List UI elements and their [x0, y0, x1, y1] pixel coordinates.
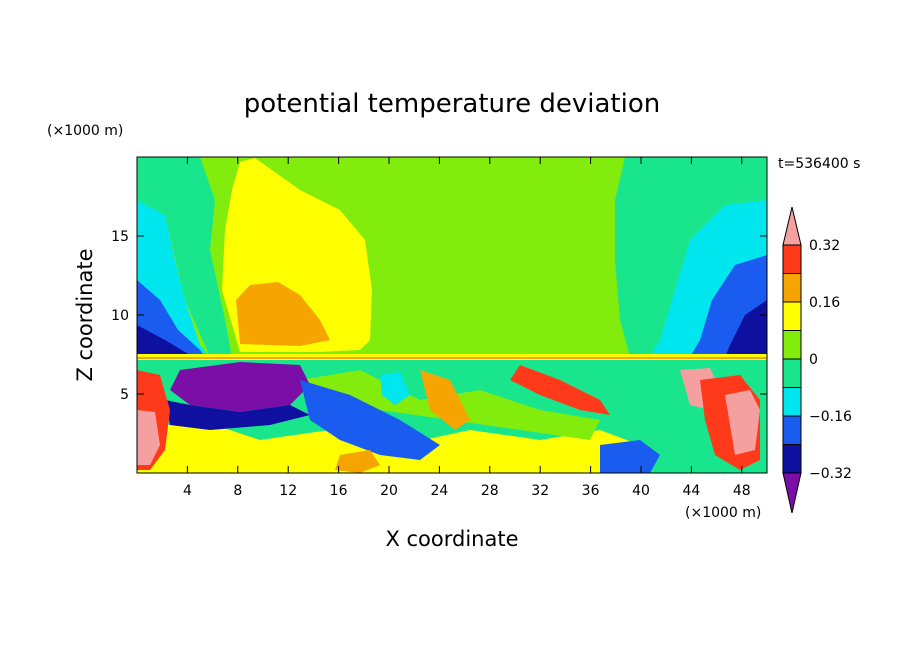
- colorbar-tick-label: −0.16: [809, 409, 852, 425]
- colorbar-bin: [782, 415, 802, 445]
- x-tick-label: 40: [632, 483, 650, 499]
- y-tick-label: 5: [120, 387, 129, 403]
- field-lower-blob-orange: [335, 450, 380, 473]
- x-tick-label: 36: [582, 483, 600, 499]
- field-lower-left-pink: [137, 410, 160, 465]
- field-lower-navy: [165, 400, 310, 430]
- colorbar-tick-label: −0.32: [809, 466, 852, 482]
- chart-title: potential temperature deviation: [244, 89, 660, 119]
- field-warm-orange: [236, 282, 330, 346]
- field-lower-blue-2: [600, 440, 660, 473]
- x-tick-label: 8: [233, 483, 242, 499]
- colorbar-bin: [782, 273, 802, 303]
- field-lower-blue-1: [300, 380, 440, 460]
- field-left-navy: [137, 325, 190, 357]
- time-label: t=536400 s: [778, 156, 860, 172]
- x-axis: 4 8 12 16 20 24 28 32 36 40 44 48: [183, 157, 751, 499]
- y-axis-label: Z coordinate: [73, 248, 97, 381]
- x-tick-label: 16: [330, 483, 348, 499]
- field-lower-streak-red: [510, 365, 610, 415]
- y-unit-label: (×1000 m): [47, 123, 123, 139]
- colorbar-bin: [782, 358, 802, 388]
- colorbar-bin: [782, 301, 802, 331]
- x-tick-label: 4: [183, 483, 192, 499]
- x-tick-label: 12: [279, 483, 297, 499]
- colorbar-tick-label: 0.16: [809, 295, 840, 311]
- contour-field: [137, 157, 767, 473]
- colorbar: 0.32 0.16 0 −0.16 −0.32: [782, 206, 852, 514]
- y-axis: 5 10 15: [111, 229, 767, 403]
- x-unit-label: (×1000 m): [685, 505, 761, 521]
- x-tick-label: 20: [380, 483, 398, 499]
- y-tick-label: 15: [111, 229, 129, 245]
- colorbar-bin: [782, 444, 802, 474]
- colorbar-extend-low: [782, 472, 802, 514]
- field-left-teal: [137, 157, 232, 357]
- field-tropopause-line: [137, 357, 767, 359]
- x-tick-label: 32: [531, 483, 549, 499]
- colorbar-tick-label: 0: [809, 352, 818, 368]
- y-tick-label: 10: [111, 308, 129, 324]
- colorbar-bin: [782, 387, 802, 417]
- colorbar-tick-label: 0.32: [809, 238, 840, 254]
- x-tick-label: 28: [481, 483, 499, 499]
- x-tick-label: 44: [682, 483, 700, 499]
- colorbar-extend-high: [782, 206, 802, 246]
- x-axis-label: X coordinate: [385, 527, 518, 551]
- colorbar-bin: [782, 330, 802, 360]
- x-tick-label: 48: [733, 483, 751, 499]
- field-lower-purple: [170, 362, 310, 412]
- field-lower-right-pink-2: [725, 390, 760, 455]
- field-lower-streak-cyan: [380, 372, 410, 405]
- field-right-navy: [725, 300, 767, 357]
- field-lower-streak-orange: [420, 370, 470, 430]
- x-tick-label: 24: [430, 483, 448, 499]
- colorbar-bin: [782, 244, 802, 274]
